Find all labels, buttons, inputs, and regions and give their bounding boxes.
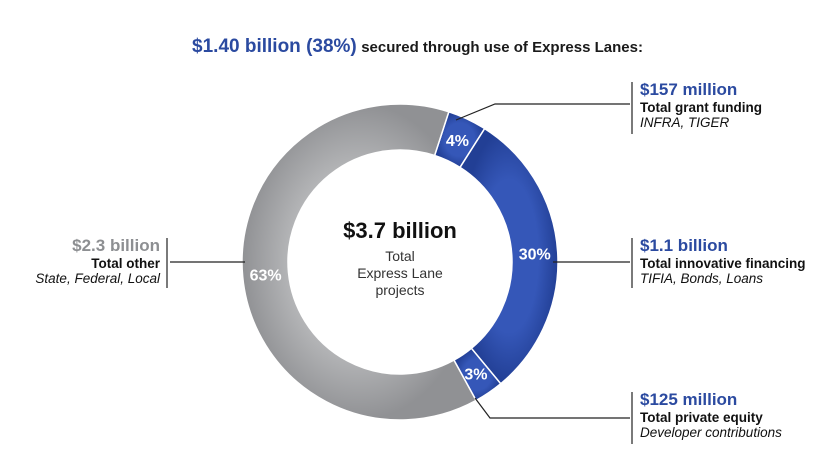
center-amount: $3.7 billion [343,218,457,243]
callout-other: $2.3 billion Total other State, Federal,… [35,236,160,287]
donut-slices [241,103,559,421]
donut-slice-innovative [458,127,559,385]
callout-grant-desc: Total grant funding [640,99,762,115]
callout-grant-amount: $157 million [640,80,738,99]
slice-label-other: 63% [250,268,282,285]
callout-innovative-desc: Total innovative financing [640,255,806,271]
callout-private-desc: Total private equity [640,409,763,425]
callout-private: $125 million Total private equity Develo… [640,390,782,441]
headline-text: secured through use of Express Lanes: [361,39,643,56]
callout-grant-sub: INFRA, TIGER [640,115,730,131]
donut-slice-other [241,103,478,421]
center-line-1: Total [385,248,415,264]
callout-innovative-amount: $1.1 billion [640,236,728,255]
callout-innovative-sub: TIFIA, Bonds, Loans [640,271,764,287]
slice-label-grant: 4% [446,133,469,150]
donut-slice-labels: 4% 30% 3% 63% [250,133,551,384]
callout-grant: $157 million Total grant funding INFRA, … [640,80,762,131]
callout-other-amount: $2.3 billion [72,236,160,255]
donut-center-label: $3.7 billion Total Express Lane projects [300,218,500,298]
callout-innovative: $1.1 billion Total innovative financing … [640,236,806,287]
leader-line-grant [455,103,630,121]
center-line-2: Express Lane [357,264,443,281]
leader-line-private [474,397,630,419]
callout-private-sub: Developer contributions [640,425,782,441]
callout-other-sub: State, Federal, Local [35,271,160,287]
center-line-3: projects [375,281,425,298]
callout-private-amount: $125 million [640,390,738,409]
leader-lines [166,82,633,444]
slice-label-private: 3% [464,367,487,384]
callout-other-desc: Total other [91,255,160,271]
headline: $1.40 billion (38%) secured through use … [0,36,835,58]
headline-amount: $1.40 billion (38%) [192,36,357,57]
slice-label-innovative: 30% [519,247,551,264]
